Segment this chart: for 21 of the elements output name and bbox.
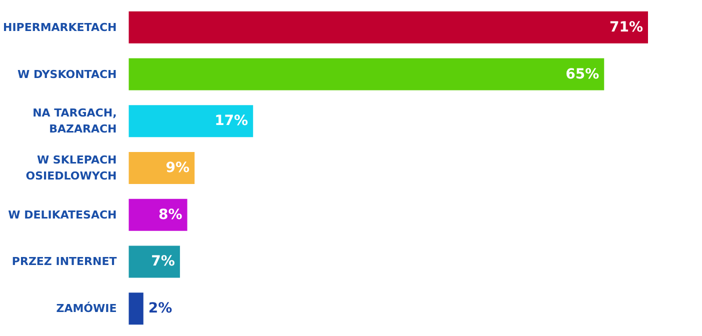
y-tick-label: W DELIKATESACH — [8, 208, 117, 222]
bar — [128, 11, 648, 44]
bar — [128, 198, 188, 231]
data-label: 17% — [214, 113, 248, 130]
y-tick-label: W SKLEPACH OSIEDLOWYCH — [26, 154, 117, 182]
y-tick-label: W DYSKONTACH — [18, 68, 117, 81]
data-label: 65% — [566, 66, 600, 82]
data-label: 9% — [166, 160, 190, 176]
bar — [128, 246, 180, 278]
bar — [128, 152, 195, 184]
data-label: 2% — [148, 300, 172, 317]
y-tick-label: HIPERMARKETACH — [2, 20, 117, 34]
data-label: 8% — [158, 206, 182, 223]
y-tick-label: ZAMÓWIE — [56, 301, 117, 316]
data-label: 7% — [151, 254, 175, 270]
y-tick-label: NA TARGACH, BAZARACH — [32, 106, 117, 136]
bar — [128, 292, 144, 325]
bar — [128, 105, 254, 138]
bar — [128, 58, 604, 90]
data-label: 71% — [609, 19, 643, 36]
y-tick-label: PRZEZ INTERNET — [12, 255, 118, 268]
